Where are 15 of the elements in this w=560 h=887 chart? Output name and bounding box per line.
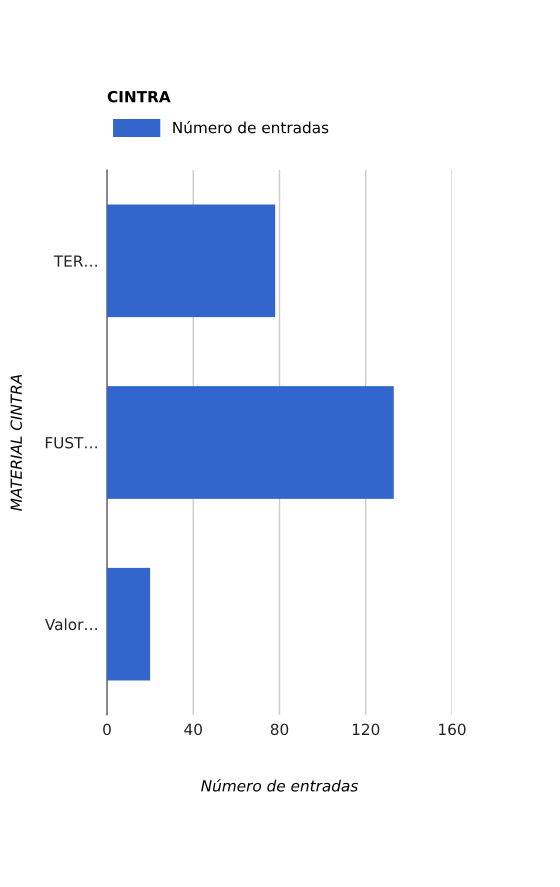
bar — [107, 386, 394, 499]
x-tick-label: 120 — [352, 724, 380, 736]
y-tick-label: FUST… — [46, 436, 97, 449]
legend-label: Número de entradas — [173, 120, 328, 134]
x-axis-title: Número de entradas — [201, 779, 358, 792]
x-tick-label: 160 — [439, 724, 466, 736]
x-tick-label: 0 — [103, 724, 111, 736]
y-axis-title: MATERIAL CINTRA — [10, 374, 22, 511]
chart-title: CINTRA — [108, 90, 171, 102]
x-tick-label: 80 — [270, 724, 288, 736]
y-tick-label: Valor… — [45, 618, 97, 630]
y-tick-label: TER… — [54, 256, 97, 267]
bar — [107, 204, 276, 318]
x-tick-label: 40 — [184, 724, 202, 736]
bar — [107, 568, 150, 680]
